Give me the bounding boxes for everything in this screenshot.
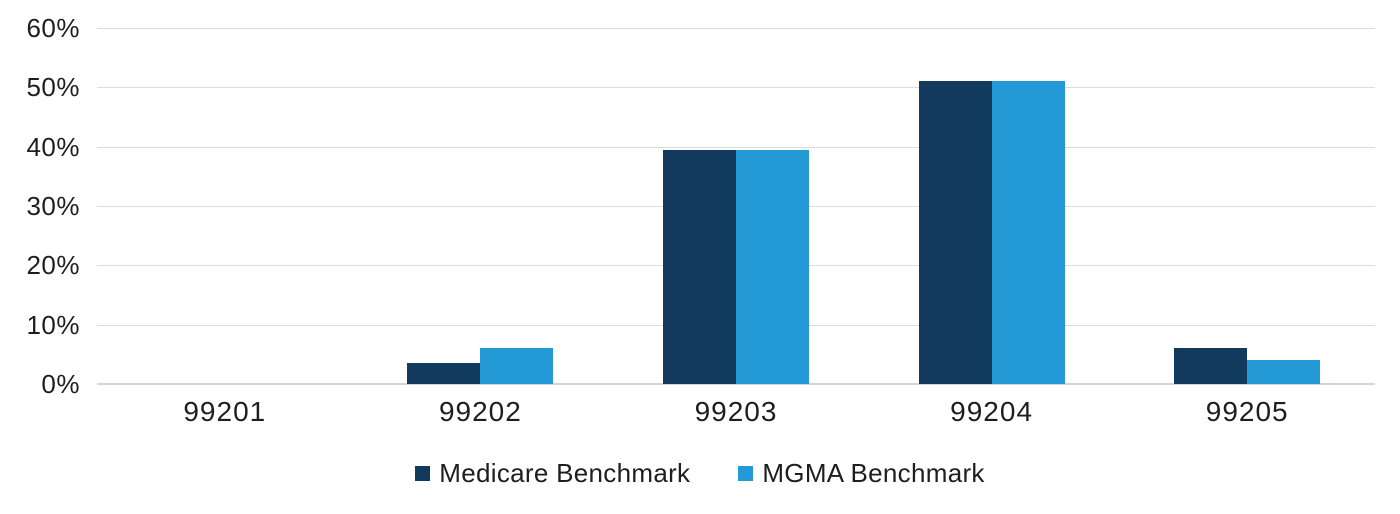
- x-axis-tick-label: 99205: [1205, 396, 1289, 427]
- bar-mgma-benchmark-99204: [991, 81, 1065, 384]
- chart-legend: Medicare Benchmark MGMA Benchmark: [0, 458, 1400, 489]
- x-axis-tick-label: 99202: [438, 396, 522, 427]
- bar-medicare-benchmark-99203: [663, 149, 736, 384]
- bar-mgma-benchmark-99205: [1247, 360, 1321, 384]
- gridline: [97, 146, 1375, 148]
- bar-medicare-benchmark-99204: [918, 81, 992, 384]
- legend-label: Medicare Benchmark: [439, 458, 691, 488]
- bar-medicare-benchmark-99205: [1174, 348, 1248, 384]
- y-axis-tick-label: 40%: [26, 131, 80, 162]
- y-axis-tick-label: 30%: [26, 191, 80, 221]
- legend-color-swatch: [738, 466, 754, 481]
- x-axis-tick-label: 99201: [183, 396, 267, 427]
- y-axis-tick-label: 60%: [26, 13, 80, 43]
- y-axis-tick-label: 10%: [26, 309, 80, 340]
- x-axis-tick-label: 99203: [694, 396, 778, 427]
- x-axis-tick-label: 99204: [950, 396, 1034, 427]
- plot-area: [97, 28, 1375, 385]
- y-axis-tick-label: 20%: [26, 250, 80, 281]
- gridline: [97, 383, 1375, 385]
- legend-color-swatch: [415, 466, 431, 481]
- gridline: [97, 87, 1375, 89]
- y-axis-tick-label: 0%: [41, 369, 80, 399]
- bar-mgma-benchmark-99202: [480, 348, 554, 384]
- bar-medicare-benchmark-99202: [407, 363, 481, 384]
- y-axis-tick-label: 50%: [26, 72, 80, 103]
- bar-mgma-benchmark-99203: [736, 149, 809, 384]
- legend-label: MGMA Benchmark: [762, 458, 985, 488]
- legend-item-mgma-benchmark: MGMA Benchmark: [738, 458, 984, 489]
- gridline: [97, 28, 1375, 29]
- legend-item-medicare-benchmark: Medicare Benchmark: [415, 458, 690, 489]
